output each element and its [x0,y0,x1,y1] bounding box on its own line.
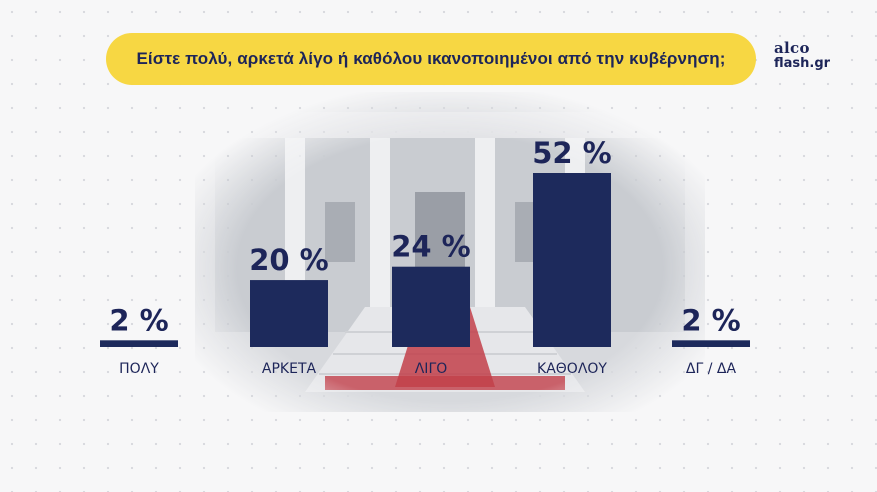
bar-2 [250,280,328,347]
category-label-5: ΔΓ / ΔΑ [686,361,737,377]
value-label-1: 2 % [109,303,168,337]
category-label-3: ΛΙΓΟ [415,361,448,377]
value-label-2: 20 % [249,243,329,277]
bar-1 [100,340,178,347]
question-title-banner: Είστε πολύ, αρκετά λίγο ή καθόλου ικανοπ… [106,33,756,85]
logo-line-1: alco [774,39,810,57]
category-label-1: ΠΟΛΥ [119,361,159,377]
value-label-5: 2 % [681,303,740,337]
category-label-2: ΑΡΚΕΤΑ [262,361,317,377]
alco-flash-logo: alco flash.gr [774,39,831,72]
logo-line-2: flash.gr [774,56,831,72]
bar-4 [533,173,611,347]
category-label-4: ΚΑΘΟΛΟΥ [537,361,607,377]
value-label-3: 24 % [391,230,471,264]
bar-3 [392,266,470,347]
bar-5 [672,340,750,347]
value-label-4: 52 % [532,136,612,170]
question-title: Είστε πολύ, αρκετά λίγο ή καθόλου ικανοπ… [136,49,726,68]
